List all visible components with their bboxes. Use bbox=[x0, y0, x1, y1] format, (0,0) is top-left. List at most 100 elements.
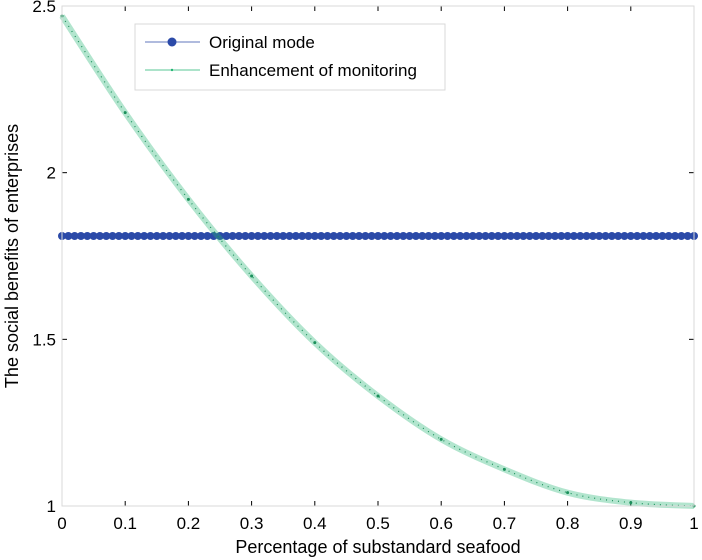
point-original bbox=[89, 232, 98, 240]
point-original bbox=[525, 232, 534, 240]
point-original bbox=[607, 232, 616, 240]
point-original bbox=[449, 232, 458, 240]
point-original bbox=[550, 232, 559, 240]
point-original bbox=[298, 232, 307, 240]
point-original bbox=[95, 232, 104, 240]
point-original bbox=[418, 232, 427, 240]
point-original bbox=[683, 232, 692, 240]
point-original bbox=[285, 232, 294, 240]
point-original bbox=[279, 232, 288, 240]
point-original bbox=[563, 232, 572, 240]
point-original bbox=[64, 232, 73, 240]
point-enhancement bbox=[376, 394, 380, 398]
point-original bbox=[228, 232, 237, 240]
point-original bbox=[532, 232, 540, 240]
tick-labels: 0 0.1 0.2 0.3 0.4 0.5 0.6 0.7 0.8 0.9 1 1 1.5 2 2.5 bbox=[32, 0, 698, 533]
point-original bbox=[253, 232, 262, 240]
point-original bbox=[159, 232, 168, 240]
point-original bbox=[342, 232, 351, 240]
x-tick-label: 0.2 bbox=[177, 514, 201, 533]
point-original bbox=[645, 232, 654, 240]
point-enhancement bbox=[629, 501, 633, 505]
point-original bbox=[513, 232, 522, 240]
x-tick-label: 0.8 bbox=[556, 514, 580, 533]
point-original bbox=[481, 232, 490, 240]
point-enhancement bbox=[250, 274, 254, 278]
point-original bbox=[222, 232, 231, 240]
point-original bbox=[601, 232, 610, 240]
point-original bbox=[576, 232, 585, 240]
x-tick-label: 0 bbox=[57, 514, 66, 533]
point-original bbox=[197, 232, 206, 240]
point-original bbox=[614, 232, 623, 240]
y-tick-label: 1 bbox=[47, 497, 56, 516]
point-original bbox=[209, 232, 218, 240]
point-original bbox=[595, 232, 604, 240]
point-original bbox=[329, 232, 338, 240]
point-original bbox=[380, 232, 389, 240]
point-enhancement bbox=[566, 491, 570, 495]
point-original bbox=[487, 232, 496, 240]
x-tick-label: 0.1 bbox=[113, 514, 137, 533]
point-original bbox=[462, 232, 471, 240]
point-original bbox=[178, 232, 187, 240]
point-original bbox=[399, 232, 408, 240]
point-original bbox=[336, 232, 345, 240]
point-original bbox=[386, 232, 395, 240]
point-original bbox=[500, 232, 509, 240]
point-original bbox=[374, 232, 382, 240]
point-original bbox=[582, 232, 591, 240]
point-original bbox=[437, 232, 446, 240]
legend-label-original: Original mode bbox=[209, 33, 315, 52]
point-original bbox=[102, 232, 111, 240]
point-original bbox=[620, 232, 629, 240]
point-original bbox=[140, 232, 149, 240]
point-original bbox=[203, 232, 212, 240]
point-original bbox=[430, 232, 439, 240]
point-original bbox=[367, 232, 376, 240]
point-original bbox=[152, 232, 161, 240]
y-tick-label: 1.5 bbox=[32, 330, 56, 349]
point-original bbox=[475, 232, 484, 240]
point-enhancement bbox=[313, 341, 317, 345]
point-enhancement bbox=[502, 467, 506, 471]
point-original bbox=[506, 232, 515, 240]
point-original bbox=[190, 232, 199, 240]
x-tick-label: 0.5 bbox=[366, 514, 390, 533]
legend-marker-original bbox=[167, 37, 177, 47]
point-original bbox=[424, 232, 433, 240]
point-original bbox=[411, 232, 420, 240]
point-original bbox=[127, 232, 136, 240]
point-original bbox=[272, 232, 281, 240]
point-original bbox=[310, 232, 319, 240]
x-tick-label: 0.7 bbox=[493, 514, 517, 533]
point-original bbox=[569, 232, 578, 240]
point-original bbox=[677, 232, 686, 240]
point-original bbox=[171, 232, 180, 240]
point-original bbox=[146, 232, 155, 240]
x-tick-label: 0.9 bbox=[619, 514, 643, 533]
point-original bbox=[348, 232, 357, 240]
point-original bbox=[291, 232, 300, 240]
point-original bbox=[652, 232, 661, 240]
point-original bbox=[241, 232, 250, 240]
y-tick-label: 2.5 bbox=[32, 0, 56, 16]
series-layer bbox=[58, 14, 698, 509]
point-enhancement bbox=[123, 111, 127, 115]
legend-label-enhancement: Enhancement of monitoring bbox=[209, 61, 417, 80]
point-enhancement bbox=[439, 437, 443, 441]
point-original bbox=[671, 232, 680, 240]
point-original bbox=[234, 232, 243, 240]
point-original bbox=[165, 232, 174, 240]
point-original bbox=[557, 232, 566, 240]
y-axis-label: The social benefits of enterprises bbox=[2, 124, 22, 388]
point-original bbox=[361, 232, 370, 240]
legend-box bbox=[134, 23, 446, 91]
legend-marker-enhancement bbox=[170, 68, 174, 72]
point-original bbox=[626, 232, 635, 240]
x-tick-label: 0.4 bbox=[303, 514, 327, 533]
point-original bbox=[83, 232, 92, 240]
point-original bbox=[108, 232, 117, 240]
point-original bbox=[323, 232, 332, 240]
point-original bbox=[247, 232, 256, 240]
